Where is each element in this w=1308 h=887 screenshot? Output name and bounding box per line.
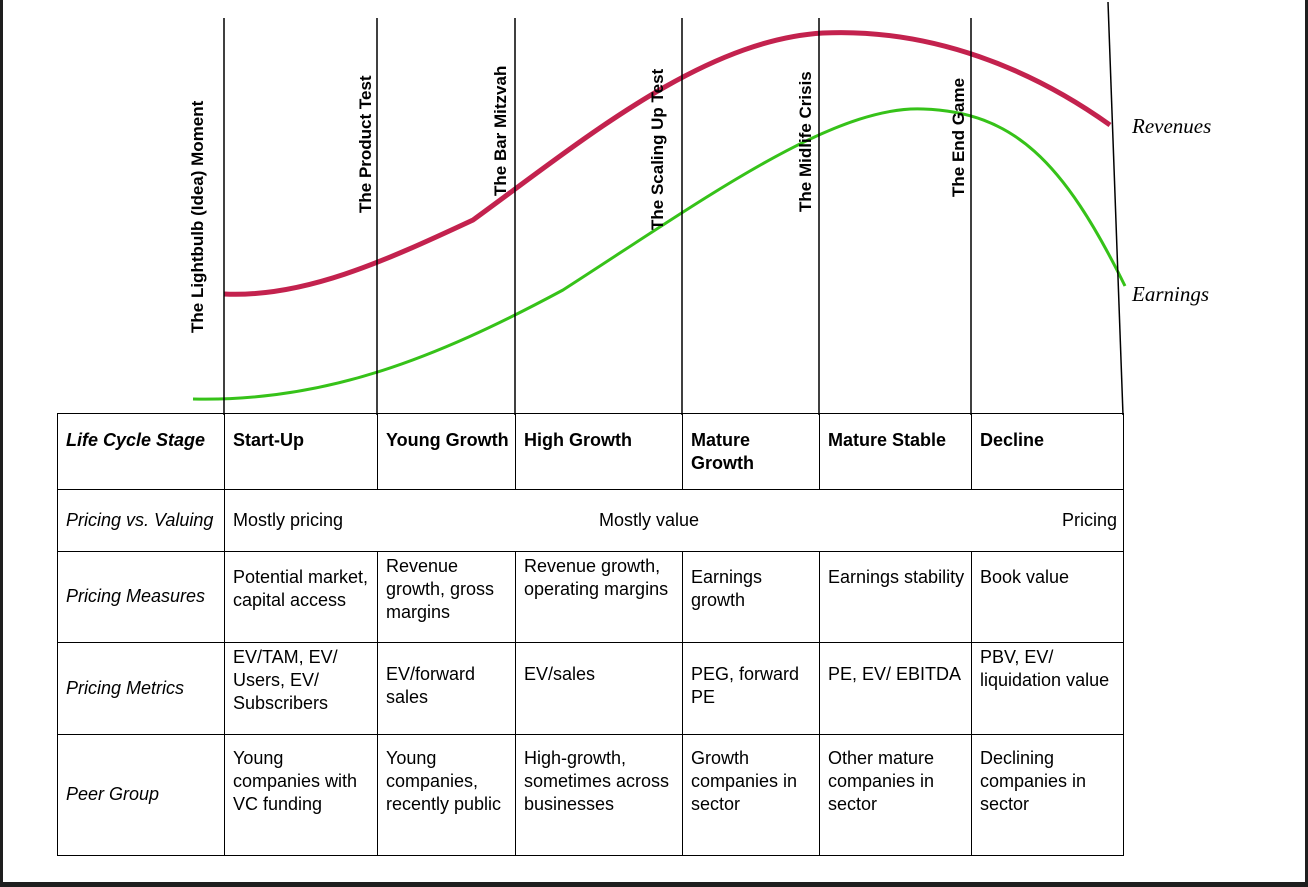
phase-label-bar-mitzvah: The Bar Mitzvah	[491, 66, 510, 196]
earnings-label: Earnings	[1131, 282, 1209, 306]
table-cell: Declining companies in sector	[971, 734, 1124, 856]
life-cycle-diagram: The Lightbulb (Idea) Moment The Product …	[188, 1, 1211, 416]
table-cell: High-growth, sometimes across businesses	[515, 734, 683, 856]
table-cell: PE, EV/ EBITDA	[819, 642, 972, 735]
diagram-canvas: The Lightbulb (Idea) Moment The Product …	[3, 0, 1305, 882]
pricing-vs-valuing-row: Pricing vs. Valuing Mostly pricing Mostl…	[57, 489, 1124, 552]
mostly-pricing-text: Mostly pricing	[233, 509, 344, 530]
pricing-text: Pricing	[1061, 509, 1117, 530]
stage-cell: Young Growth	[377, 413, 516, 490]
table-cell: Potential market, capital access	[224, 551, 378, 643]
table-cell: PEG, forward PE	[682, 642, 820, 735]
phase-label-lightbulb: The Lightbulb (Idea) Moment	[188, 100, 207, 333]
stage-cell: High Growth	[515, 413, 683, 490]
stage-cell: Mature Stable	[819, 413, 972, 490]
stage-row: Life Cycle Stage Start-Up Young Growth H…	[57, 413, 1124, 490]
life-cycle-table: Life Cycle Stage Start-Up Young Growth H…	[57, 413, 1124, 856]
pricing-vs-valuing-cell: Mostly pricing Mostly value Pricing	[224, 489, 1124, 552]
pricing-measures-row: Pricing Measures Potential market, capit…	[57, 551, 1124, 643]
mostly-value-text: Mostly value	[599, 509, 700, 530]
stage-cell: Start-Up	[224, 413, 378, 490]
table-cell: Young companies with VC funding	[224, 734, 378, 856]
row-label: Peer Group	[57, 734, 225, 856]
table-cell: Growth companies in sector	[682, 734, 820, 856]
earnings-curve	[192, 107, 1127, 401]
row-label: Pricing Measures	[57, 551, 225, 643]
phase-label-product-test: The Product Test	[356, 75, 375, 213]
phase-label-end-game: The End Game	[949, 78, 968, 197]
row-label: Pricing Metrics	[57, 642, 225, 735]
pricing-metrics-row: Pricing Metrics EV/TAM, EV/ Users, EV/ S…	[57, 642, 1124, 735]
phase-label-midlife-crisis: The Midlife Crisis	[796, 71, 815, 212]
stage-header: Life Cycle Stage	[57, 413, 225, 490]
peer-group-row: Peer Group Young companies with VC fundi…	[57, 734, 1124, 856]
row-label: Pricing vs. Valuing	[57, 489, 225, 552]
table-cell: Young companies, recently public	[377, 734, 516, 856]
table-cell: EV/forward sales	[377, 642, 516, 735]
table-cell: Book value	[971, 551, 1124, 643]
revenues-curve	[223, 30, 1112, 297]
stage-cell: Decline	[971, 413, 1124, 490]
table-cell: PBV, EV/ liquidation value	[971, 642, 1124, 735]
stage-cell: Mature Growth	[682, 413, 820, 490]
table-cell: Revenue growth, operating margins	[515, 551, 683, 643]
table-cell: Earnings stability	[819, 551, 972, 643]
table-cell: Earnings growth	[682, 551, 820, 643]
phase-label-scaling-up: The Scaling Up Test	[648, 68, 667, 230]
table-cell: EV/TAM, EV/ Users, EV/ Subscribers	[224, 642, 378, 735]
phase-line-end	[1107, 1, 1124, 416]
table-cell: Other mature companies in sector	[819, 734, 972, 856]
table-cell: Revenue growth, gross margins	[377, 551, 516, 643]
table-cell: EV/sales	[515, 642, 683, 735]
revenues-label: Revenues	[1131, 114, 1211, 138]
